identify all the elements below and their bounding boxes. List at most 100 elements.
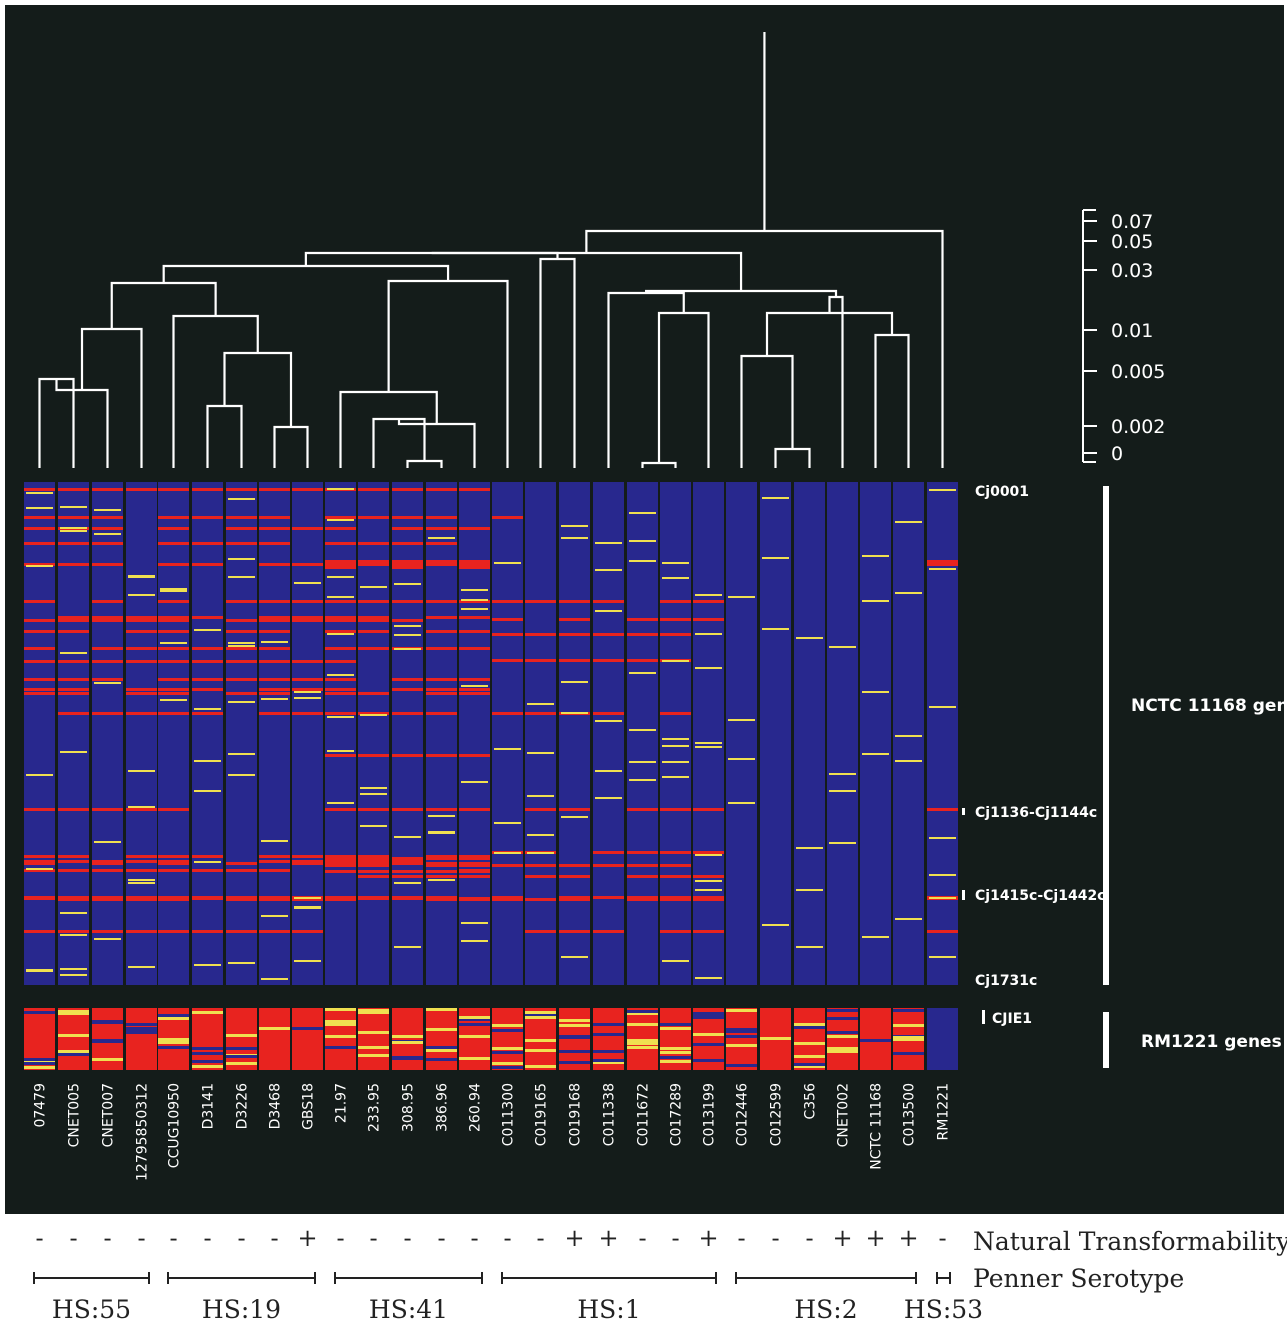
heatmap-absent xyxy=(660,851,691,854)
transformability-mark: - xyxy=(403,1224,411,1252)
heatmap-divergent xyxy=(595,770,622,772)
heatmap-absent xyxy=(426,875,457,878)
rm-cell xyxy=(827,1031,858,1034)
heatmap-divergent xyxy=(60,527,87,529)
heatmap-absent xyxy=(226,678,257,681)
heatmap-divergent xyxy=(695,667,722,669)
heatmap-absent xyxy=(92,869,123,872)
rm-cell xyxy=(92,1058,123,1061)
heatmap-absent xyxy=(192,678,223,681)
strain-label: GBS18 xyxy=(301,1083,317,1130)
dendrogram-branch xyxy=(657,311,710,468)
transformability-mark: - xyxy=(336,1224,344,1252)
rm-cell xyxy=(660,1060,691,1063)
scale-tick-label: 0.07 xyxy=(1111,211,1153,233)
heatmap-absent xyxy=(660,896,691,899)
heatmap-absent xyxy=(192,516,223,519)
rm-cell xyxy=(58,1012,89,1015)
heatmap-absent xyxy=(660,808,691,811)
heatmap-divergent xyxy=(228,498,255,500)
heatmap-absent xyxy=(358,516,389,519)
dendrogram-branch xyxy=(828,295,844,468)
heatmap-absent xyxy=(559,864,590,867)
heatmap-absent xyxy=(259,712,290,715)
heatmap-absent xyxy=(693,896,724,899)
transformability-mark: - xyxy=(938,1224,946,1252)
heatmap-divergent xyxy=(294,691,321,693)
heatmap-divergent xyxy=(461,922,488,924)
heatmap-absent xyxy=(693,898,724,901)
dendrogram-branch xyxy=(431,251,743,291)
heatmap-absent xyxy=(158,563,189,566)
rm-cell xyxy=(794,1042,825,1045)
region-marker xyxy=(962,808,965,815)
heatmap-absent xyxy=(358,875,389,878)
transformability-mark: - xyxy=(771,1224,779,1252)
heatmap-absent xyxy=(325,692,356,695)
rm-cell xyxy=(760,1037,791,1040)
heatmap-divergent xyxy=(629,512,656,514)
heatmap-absent xyxy=(226,516,257,519)
heatmap-absent xyxy=(358,619,389,622)
heatmap-absent xyxy=(492,712,523,715)
rm-cell xyxy=(358,1054,389,1057)
heatmap-divergent xyxy=(360,714,387,716)
dendrogram-branch xyxy=(38,377,75,468)
heatmap-divergent xyxy=(261,641,288,643)
heatmap-absent xyxy=(226,600,257,603)
heatmap-absent xyxy=(126,869,157,872)
rm-cell xyxy=(726,1064,757,1067)
transformability-mark: - xyxy=(805,1224,813,1252)
strain-label: 386.96 xyxy=(435,1083,451,1132)
heatmap-divergent xyxy=(128,882,155,884)
heatmap-divergent xyxy=(60,934,87,936)
heatmap-absent xyxy=(426,808,457,811)
heatmap-column xyxy=(259,482,290,985)
heatmap-absent xyxy=(459,855,490,858)
heatmap-absent xyxy=(525,808,556,811)
rm-cell xyxy=(593,1023,624,1026)
heatmap-absent xyxy=(24,930,55,933)
heatmap-divergent xyxy=(695,633,722,635)
heatmap-absent xyxy=(292,855,323,858)
rm-cell xyxy=(192,1060,223,1063)
heatmap-absent xyxy=(426,647,457,650)
heatmap-absent xyxy=(927,930,958,933)
rm-cell xyxy=(693,1012,724,1015)
heatmap-divergent xyxy=(929,837,956,839)
rm-cell xyxy=(92,1040,123,1043)
heatmap-absent xyxy=(24,600,55,603)
heatmap-absent xyxy=(593,930,624,933)
heatmap-divergent xyxy=(695,880,722,882)
heatmap-divergent xyxy=(194,790,221,792)
heatmap-divergent xyxy=(629,540,656,542)
heatmap-absent xyxy=(392,875,423,878)
heatmap-absent xyxy=(660,600,691,603)
heatmap-divergent xyxy=(261,698,288,700)
heatmap-divergent xyxy=(796,889,823,891)
rm-cell xyxy=(660,1051,691,1054)
gene-labels: Cj0001 Cj1136-Cj1144c Cj1415c-Cj1442c Cj173… xyxy=(962,484,1287,1068)
heatmap-absent xyxy=(24,855,55,858)
rm-cell xyxy=(794,1026,825,1029)
rm-cell xyxy=(426,1046,457,1049)
heatmap-absent xyxy=(492,864,523,867)
transformability-mark: - xyxy=(503,1224,511,1252)
heatmap-divergent xyxy=(494,852,521,854)
heatmap-absent xyxy=(92,563,123,566)
heatmap-divergent xyxy=(829,842,856,844)
heatmap-absent xyxy=(325,678,356,681)
rm-cell xyxy=(593,1061,624,1064)
rm-cell xyxy=(292,1027,323,1030)
heatmap-absent xyxy=(325,660,356,663)
transformability-mark: - xyxy=(536,1224,544,1252)
heatmap-absent xyxy=(92,488,123,491)
heatmap-absent xyxy=(158,898,189,901)
heatmap-divergent xyxy=(327,488,354,490)
rm-cell xyxy=(58,1034,89,1037)
heatmap-divergent xyxy=(26,868,53,870)
rm-cell xyxy=(559,1050,590,1053)
rm-cell xyxy=(24,1058,55,1061)
rm-cell xyxy=(726,1028,757,1031)
heatmap-absent xyxy=(492,618,523,621)
